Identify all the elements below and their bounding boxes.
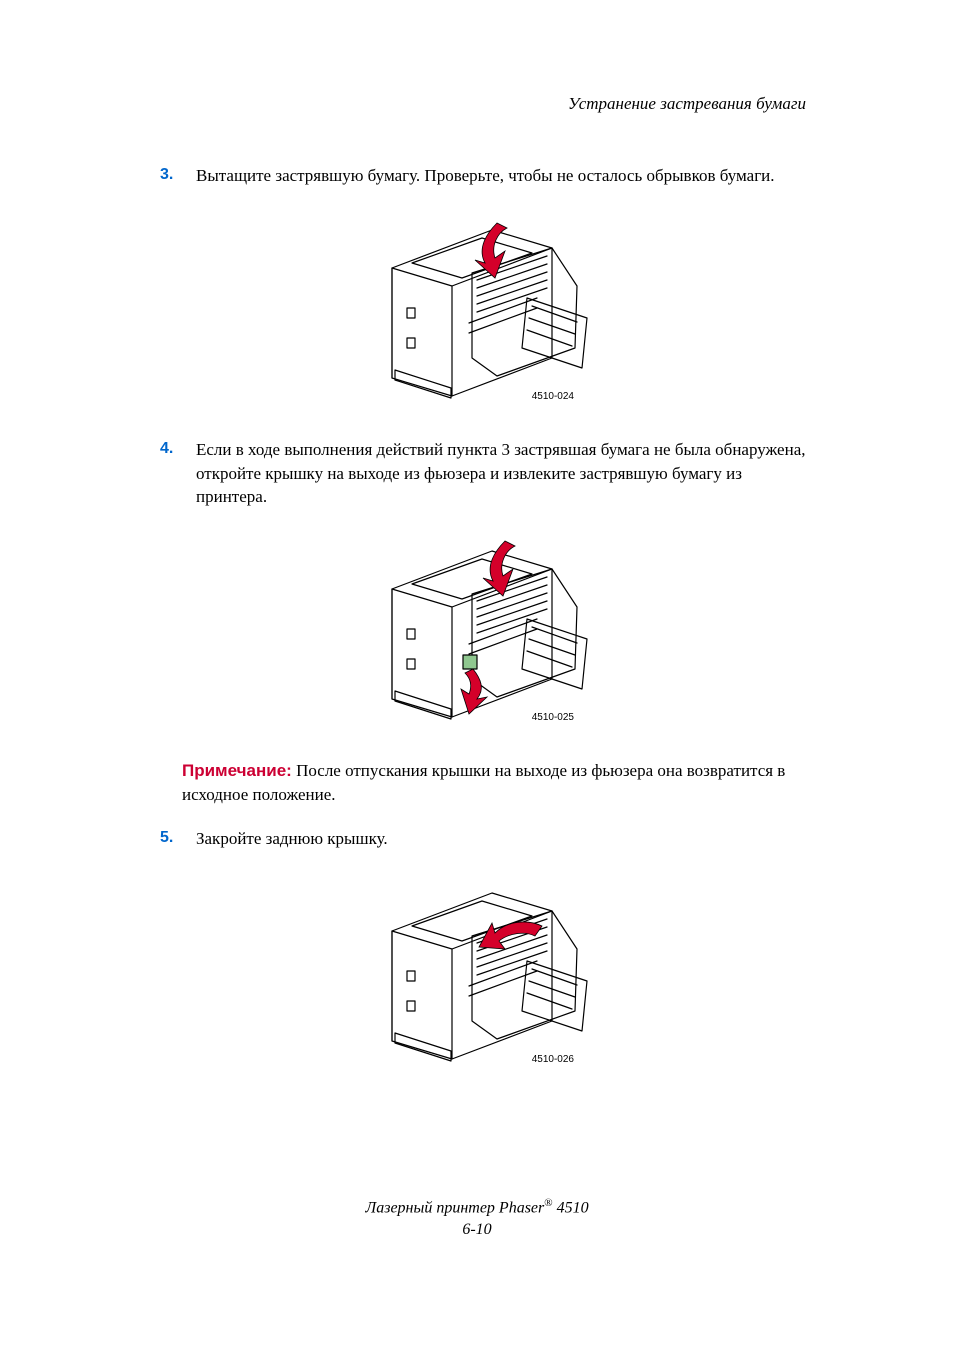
figure-code: 4510-025: [532, 712, 574, 723]
note-label: Примечание:: [182, 761, 292, 780]
step-text: Вытащите застрявшую бумагу. Проверьте, ч…: [196, 164, 814, 188]
step-text: Закройте заднюю крышку.: [196, 827, 814, 851]
printer-diagram-1: [377, 208, 597, 408]
footer-text-b: 4510: [553, 1200, 589, 1217]
step-5: 5. Закройте заднюю крышку.: [160, 827, 814, 851]
step-text: Если в ходе выполнения действий пункта 3…: [196, 438, 814, 509]
step-number: 3.: [160, 164, 196, 188]
printer-diagram-2: [377, 529, 597, 729]
figure-4: 4510-025: [160, 529, 814, 729]
step-4: 4. Если в ходе выполнения действий пункт…: [160, 438, 814, 509]
note-block: Примечание: После отпускания крышки на в…: [182, 759, 814, 807]
page-footer: Лазерный принтер Phaser® 4510 6-10: [0, 1196, 954, 1241]
printer-diagram-3: [377, 871, 597, 1071]
footer-product-line: Лазерный принтер Phaser® 4510: [0, 1196, 954, 1219]
section-header: Устранение застревания бумаги: [160, 94, 814, 114]
page-number: 6-10: [0, 1219, 954, 1241]
step-number: 4.: [160, 438, 196, 509]
figure-code: 4510-026: [532, 1054, 574, 1065]
footer-text-a: Лазерный принтер Phaser: [365, 1200, 544, 1217]
step-3: 3. Вытащите застрявшую бумагу. Проверьте…: [160, 164, 814, 188]
figure-code: 4510-024: [532, 391, 574, 402]
registered-mark: ®: [544, 1197, 552, 1209]
figure-5: 4510-026: [160, 871, 814, 1071]
step-number: 5.: [160, 827, 196, 851]
figure-3: 4510-024: [160, 208, 814, 408]
